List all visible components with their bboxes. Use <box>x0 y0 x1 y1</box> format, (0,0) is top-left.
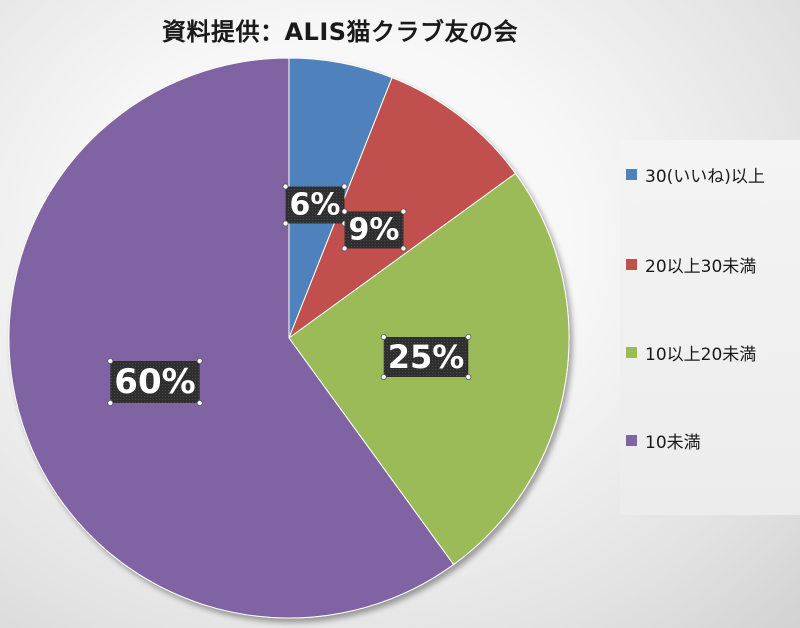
chart-legend: 30(いいね)以上 20以上30未満 10以上20未満 10未満 <box>620 140 800 515</box>
label-selection-handle <box>107 399 114 406</box>
label-selection-handle <box>282 220 289 227</box>
label-selection-handle <box>341 183 348 190</box>
pie-slice <box>287 77 517 340</box>
pie-slices <box>8 57 570 619</box>
legend-label: 30(いいね)以上 <box>645 167 765 187</box>
legend-item: 30(いいね)以上 <box>626 162 765 187</box>
legend-swatch <box>626 169 637 180</box>
label-selection-handle <box>196 357 203 364</box>
label-selection-handle <box>400 208 407 215</box>
data-label: 60% <box>107 357 203 406</box>
data-label-box <box>344 211 404 249</box>
data-label-text: 9% <box>349 213 400 248</box>
legend-item: 10未満 <box>626 428 701 453</box>
label-selection-handle <box>400 245 407 252</box>
label-selection-handle <box>465 373 472 380</box>
label-selection-handle <box>380 333 387 340</box>
label-selection-handle <box>341 208 348 215</box>
chart-title: 資料提供：ALIS猫クラブ友の会 <box>161 18 519 46</box>
label-selection-handle <box>465 333 472 340</box>
pie-slice <box>8 57 455 619</box>
label-selection-handle <box>380 373 387 380</box>
data-label-text: 6% <box>290 188 341 223</box>
legend-swatch <box>626 347 637 358</box>
data-label-box <box>110 361 200 403</box>
label-selection-handle <box>196 399 203 406</box>
data-label-box <box>383 337 469 377</box>
label-selection-handle <box>282 183 289 190</box>
data-label: 9% <box>341 208 407 252</box>
data-label-box <box>285 186 345 224</box>
label-selection-handle <box>107 357 114 364</box>
legend-item: 10以上20未満 <box>626 340 756 365</box>
legend-swatch <box>626 259 637 270</box>
legend-label: 20以上30未満 <box>645 257 757 277</box>
label-selection-handle <box>341 245 348 252</box>
data-label-text: 60% <box>114 362 195 402</box>
legend-swatch <box>626 435 637 446</box>
legend-item: 20以上30未満 <box>626 252 756 277</box>
legend-label: 10未満 <box>645 433 701 453</box>
legend-label: 10以上20未満 <box>645 345 757 365</box>
data-label-text: 25% <box>388 338 465 376</box>
data-label: 25% <box>380 333 472 380</box>
data-label: 6% <box>282 183 348 227</box>
